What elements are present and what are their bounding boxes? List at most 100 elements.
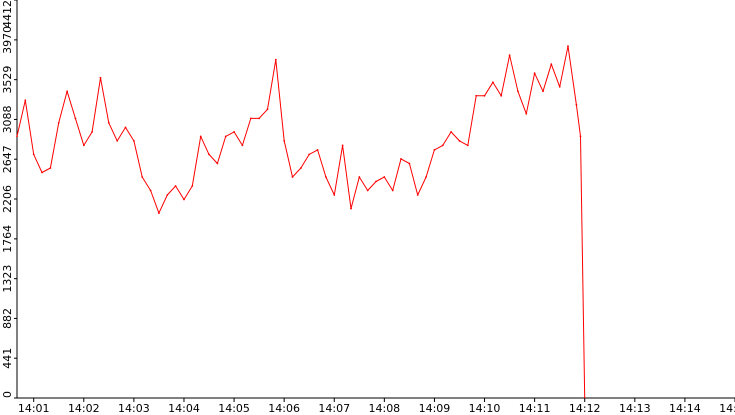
data-point (241, 144, 244, 147)
data-point (291, 176, 294, 178)
y-tick-label: 2647 (1, 145, 14, 173)
data-point (383, 176, 386, 178)
data-point (450, 131, 452, 133)
data-point (166, 194, 169, 196)
y-tick-label: 3088 (1, 105, 14, 133)
data-point (358, 176, 361, 178)
x-tick-label: 14:07 (318, 402, 350, 415)
data-point (333, 194, 336, 196)
x-tick-label: 14:11 (519, 402, 551, 415)
data-point (266, 108, 269, 111)
data-point (91, 131, 93, 133)
data-point (575, 103, 578, 106)
data-point (57, 122, 60, 124)
y-tick-label: 441 (1, 348, 14, 369)
data-point (258, 117, 260, 120)
y-tick-label: 3970 (1, 26, 14, 54)
x-axis: 14:01 14:02 14:03 14:04 14:05 14:06 14:07 14:08… (18, 398, 735, 415)
x-tick-label: 14:08 (368, 402, 400, 415)
data-point (316, 149, 319, 151)
data-point (400, 158, 402, 160)
data-point (24, 99, 27, 102)
data-point (408, 162, 411, 165)
data-point (107, 122, 110, 124)
data-point (483, 94, 486, 97)
x-tick-label: 14:04 (168, 402, 200, 415)
data-point (558, 85, 561, 88)
x-tick-label: 14:09 (419, 402, 451, 415)
data-point (66, 90, 68, 93)
x-tick-label: 14:14 (669, 402, 701, 415)
data-point (174, 185, 177, 187)
data-point (133, 140, 135, 142)
data-point (341, 144, 344, 147)
data-point (124, 126, 127, 129)
data-point (300, 167, 302, 169)
data-point (158, 212, 160, 215)
data-point (116, 140, 119, 142)
x-tick-label: 14:12 (569, 402, 601, 415)
data-point (224, 135, 227, 138)
x-tick-label: 14:05 (218, 402, 250, 415)
x-tick-label: 14:01 (18, 402, 50, 415)
data-point (283, 140, 286, 142)
data-point (149, 189, 152, 192)
x-tick-label: 14:06 (268, 402, 300, 415)
data-point (350, 207, 352, 210)
data-point (550, 63, 553, 66)
y-tick-label: 3529 (1, 66, 14, 94)
data-point (458, 140, 461, 142)
y-tick-label: 1764 (1, 225, 14, 253)
x-tick-label: 14:02 (68, 402, 100, 415)
data-point (416, 194, 419, 196)
data-point (325, 176, 327, 178)
data-point (508, 54, 511, 57)
y-tick-label: 1323 (1, 265, 14, 293)
data-point (492, 81, 494, 84)
y-tick-label: 882 (1, 308, 14, 329)
data-point (199, 135, 202, 138)
data-point (249, 117, 252, 120)
data-point (208, 153, 210, 156)
data-point (441, 144, 444, 147)
series-line (16, 45, 586, 399)
data-point (183, 198, 185, 201)
data-point (375, 180, 377, 183)
y-tick-label: 4412 (1, 0, 14, 28)
data-point (517, 90, 519, 93)
data-point (216, 162, 219, 165)
data-point (425, 176, 427, 178)
data-point (16, 135, 18, 138)
data-point (391, 189, 394, 192)
data-point (500, 94, 503, 97)
series-layer (16, 45, 586, 399)
data-point (99, 76, 102, 79)
data-point (41, 171, 43, 174)
data-point (32, 153, 35, 156)
data-point (533, 72, 536, 75)
data-point (579, 135, 582, 138)
data-point (141, 176, 144, 178)
x-tick-label: 14:13 (619, 402, 651, 415)
data-point (525, 112, 528, 115)
x-tick-label: 14:15 (719, 402, 735, 415)
data-point (191, 185, 194, 187)
data-point (366, 189, 369, 192)
data-point (466, 144, 469, 147)
data-point (82, 144, 85, 147)
data-point (274, 58, 277, 61)
data-point (433, 149, 436, 151)
plot-frame (16, 0, 735, 399)
data-point (308, 153, 311, 156)
data-point (475, 94, 478, 97)
x-tick-label: 14:10 (469, 402, 501, 415)
y-tick-label: 0 (1, 391, 14, 398)
data-point (542, 90, 544, 93)
data-point (74, 117, 77, 120)
data-point (567, 45, 569, 48)
x-tick-label: 14:03 (118, 402, 150, 415)
data-point (233, 131, 236, 133)
